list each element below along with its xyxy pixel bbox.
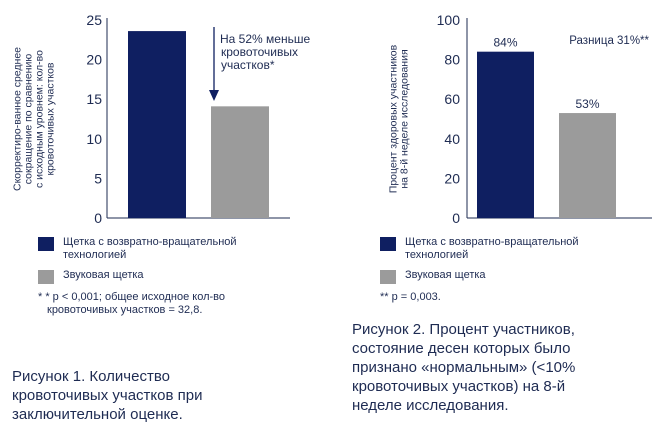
y-tick-label: 20 [444,170,460,186]
y-tick-label: 100 [437,12,461,28]
y-tick-label: 5 [94,170,102,186]
bar-data-label: 53% [575,97,599,111]
legend-swatch-gray [38,270,54,284]
y-axis-label-line: Скорректиро-ванное среднее [12,47,24,191]
legend-label-line2: технологией [405,249,469,261]
difference-annotation: Разница 31%** [569,35,649,47]
bar-data-label: 84% [493,36,517,50]
y-tick-label: 25 [86,12,102,28]
legend-label-line2: технологией [63,249,127,261]
footnote-line2: кровоточивых участков = 32,8. [47,304,203,316]
y-tick-label: 20 [86,52,102,68]
bar-oscillating [128,31,186,219]
y-axis-label: Скорректиро-ванное среднеесокращение по … [12,47,57,191]
legend-item-oscillating: Щетка с возвратно-вращательной технологи… [380,236,650,262]
reduction-annotation-line: кровоточивых [221,45,298,59]
bar-oscillating [477,51,534,219]
y-tick-label: 80 [444,52,460,68]
figure-2-footnote: ** p = 0,003. [380,291,441,303]
caption-line1: Рисунок 1. Количество [12,368,170,385]
y-tick-label: 0 [94,210,102,226]
caption-line2: состояние десен которых было [352,340,571,357]
y-tick-label: 40 [444,131,460,147]
figure-1-legend: Щетка с возвратно-вращательной технологи… [38,236,318,317]
legend-label-line1: Щетка с возвратно-вращательной [63,236,237,248]
y-axis-label-line: с исходным уровнем: кол-во [34,50,46,188]
footnote-line1: * * p < 0,001; общее исходное кол-во [38,291,226,303]
figure-1-chart: 0 5 10 15 20 25 Скорректиро-ванное среднеесокр… [12,12,311,226]
y-tick-label: 60 [444,91,460,107]
figure-2-legend: Щетка с возвратно-вращательной технологи… [380,236,650,304]
caption-line3: признано «нормальным» (<10% [352,359,576,376]
y-tick-label: 0 [452,210,460,226]
legend-swatch-navy [38,237,54,251]
caption-line1: Рисунок 2. Процент участников, [352,321,575,338]
y-axis-label-line: Процент здоровых участников [388,44,400,193]
caption-line3: заключительной оценке. [12,406,183,423]
caption-line4: кровоточивых участков) на 8-й [352,378,566,395]
figure-1-caption: Рисунок 1. Количество кровоточивых участ… [12,367,312,424]
reduction-annotation-line: На 52% меньше [220,32,310,46]
y-axis-label-line: на 8-й неделе исследования [399,49,411,188]
legend-label-sonic: Звуковая щетка [405,269,486,281]
legend-item-sonic: Звуковая щетка [38,269,318,284]
charts-svg: 0 5 10 15 20 25 Скорректиро-ванное среднеесокр… [12,12,652,226]
bar-sonic [559,113,616,218]
y-tick-label: 10 [86,131,102,147]
legend-swatch-gray [380,270,396,284]
caption-line2: кровоточивых участков при [12,387,203,404]
legend-label-sonic: Звуковая щетка [63,269,144,281]
legend-label-line1: Щетка с возвратно-вращательной [405,236,579,248]
y-axis-label-line: сокращение по сравнению [23,54,35,185]
figure-1-footnote: * * p < 0,001; общее исходное кол-во кро… [38,291,318,317]
bar-sonic [211,106,269,218]
reduction-annotation-line: участков* [221,58,275,72]
reduction-annotation: На 52% меньше кровоточивых участков* [220,32,310,72]
figure-2-chart: 0 20 40 60 80 100 84% 53% Процент здоровых участ… [388,12,652,226]
legend-item-oscillating: Щетка с возвратно-вращательной технологи… [38,236,318,262]
legend-swatch-navy [380,237,396,251]
y-tick-label: 15 [86,91,102,107]
caption-line5: неделе исследования. [352,397,509,414]
figure-2-caption: Рисунок 2. Процент участников, состояние… [352,320,657,415]
y-axis-label-line: кровоточивых участков [45,62,57,175]
reduction-arrow-head [209,90,219,101]
legend-item-sonic: Звуковая щетка [380,269,650,284]
y-axis-label: Процент здоровых участниковна 8-й неделе… [388,44,411,193]
